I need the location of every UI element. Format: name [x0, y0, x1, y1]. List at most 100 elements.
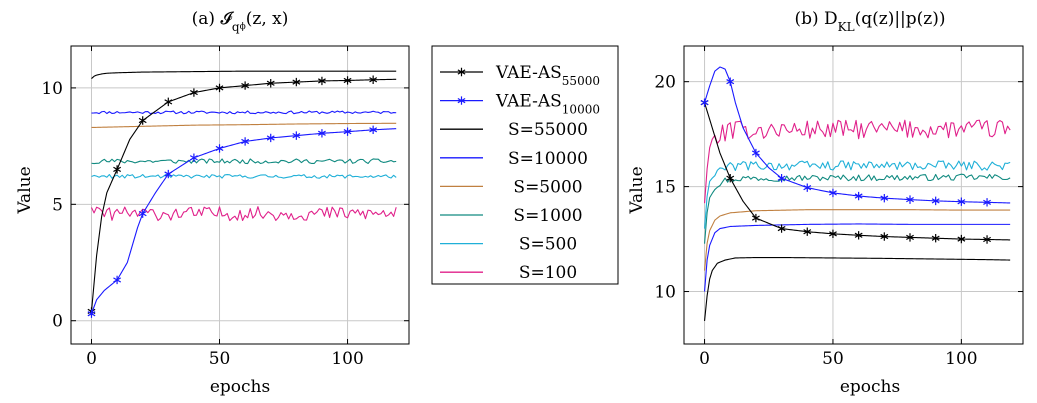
series-point — [957, 234, 966, 244]
series-point — [113, 275, 122, 285]
series-line — [704, 173, 1011, 244]
series-point — [983, 198, 991, 207]
legend-label: VAE-AS55000 — [495, 63, 600, 88]
series-line — [91, 70, 397, 79]
series-line — [91, 122, 397, 129]
legend-label-text: VAE-AS — [495, 63, 562, 83]
chart-title-part: (q(z)||p(z)) — [855, 9, 946, 29]
series-point — [726, 77, 735, 86]
legend-label: S=10000 — [508, 149, 588, 169]
series-point — [803, 227, 812, 236]
series-point — [266, 79, 275, 88]
series-point — [215, 144, 224, 153]
legend-label: S=1000 — [513, 206, 582, 226]
series-point — [751, 213, 760, 223]
grid — [71, 46, 409, 344]
series-point — [266, 133, 275, 143]
legend-label-text: S=55000 — [508, 120, 588, 140]
series-point — [164, 169, 173, 179]
legend-label-text: S=1000 — [513, 206, 582, 226]
y-tick-label: 15 — [654, 178, 676, 198]
series-point — [292, 77, 301, 87]
series-point — [854, 231, 863, 240]
tick-group: 0 50 100 0 5 10 — [41, 46, 409, 369]
legend-label-text: S=10000 — [508, 149, 588, 169]
series-point — [854, 191, 863, 201]
series-line — [704, 209, 1011, 271]
legend-label: S=100 — [519, 263, 577, 283]
series-point — [751, 148, 760, 158]
series-point — [726, 174, 735, 183]
series-line — [704, 160, 1011, 229]
chart-title-part: KL — [838, 20, 855, 34]
chart-title-part: q — [232, 20, 240, 34]
legend-marker — [457, 67, 466, 77]
series-line — [704, 102, 1011, 241]
legend-marker — [457, 96, 466, 105]
series-group — [700, 66, 1011, 321]
series-line — [90, 78, 397, 312]
chart-panel-a: (a) 𝓘qϕ(z, x) 0 50 100 0 5 10 epochs Value — [15, 9, 410, 397]
legend-box — [431, 45, 619, 285]
legend-label: S=55000 — [508, 120, 588, 140]
y-tick-label: 10 — [654, 283, 676, 303]
series-point — [138, 116, 147, 125]
y-tick-label: 20 — [654, 73, 676, 93]
chart-title: (a) 𝓘qϕ(z, x) — [192, 9, 289, 34]
x-axis-label: epochs — [840, 377, 900, 397]
series-point — [164, 97, 173, 107]
x-axis-label: epochs — [210, 377, 270, 397]
legend-label-text: S=5000 — [513, 177, 582, 197]
series-line — [91, 173, 397, 179]
legend-label: VAE-AS10000 — [495, 92, 600, 117]
legend-label-text: S=100 — [519, 263, 577, 283]
legend: VAE-AS55000VAE-AS10000S=55000S=10000S=50… — [431, 45, 619, 285]
series-line — [704, 119, 1011, 204]
series-point — [880, 232, 889, 241]
series-point — [241, 137, 250, 146]
series-point — [138, 209, 147, 218]
y-tick-label: 10 — [41, 79, 63, 99]
series-point — [777, 174, 786, 183]
series-line — [91, 110, 397, 115]
series-point — [189, 153, 198, 162]
legend-label: S=500 — [519, 235, 577, 255]
x-tick-label: 0 — [699, 349, 710, 369]
series-group — [87, 70, 397, 318]
x-tick-label: 50 — [209, 349, 231, 369]
series-point — [189, 88, 198, 97]
chart-title-text: (a) 𝓘 — [192, 9, 235, 29]
chart-title-part: ϕ — [240, 22, 246, 32]
series-point — [700, 98, 709, 107]
series-point — [369, 75, 378, 84]
series-point — [343, 76, 352, 85]
y-tick-label: 5 — [52, 195, 63, 215]
series-point — [931, 234, 940, 243]
series-point — [880, 193, 889, 203]
legend-label-text: S=500 — [519, 235, 577, 255]
series-point — [983, 235, 991, 244]
series-point — [829, 188, 837, 198]
series-line — [90, 128, 397, 314]
plot-frame — [683, 45, 1024, 345]
series-point — [113, 165, 122, 174]
series-point — [957, 197, 966, 206]
series-point — [777, 224, 786, 233]
x-tick-label: 100 — [945, 349, 977, 369]
series-point — [215, 83, 224, 93]
tick-group: 0 50 100 10 15 20 — [654, 46, 1023, 369]
x-tick-label: 100 — [331, 349, 363, 369]
chart-title-part: (z, x) — [246, 9, 289, 29]
chart-title-text: (b) D — [794, 9, 837, 29]
legend-label-subscript: 10000 — [562, 103, 600, 117]
series-point — [317, 129, 326, 138]
series-line — [91, 158, 397, 165]
series-point — [931, 196, 940, 206]
series-point — [906, 195, 914, 204]
legend-label-text: VAE-AS — [495, 92, 562, 112]
series-line — [90, 206, 397, 222]
legend-label-subscript: 55000 — [562, 74, 600, 88]
